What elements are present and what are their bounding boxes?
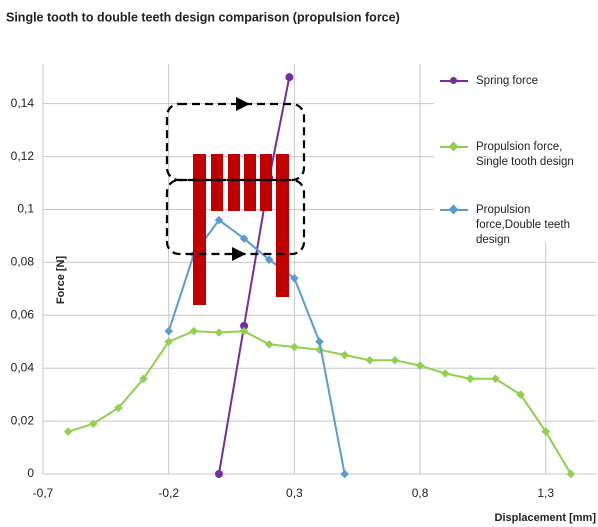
point: [541, 427, 550, 436]
chart-title: Single tooth to double teeth design comp…: [6, 10, 400, 24]
motion-path: [165, 102, 306, 256]
x-tick-label: -0,7: [33, 486, 54, 500]
point: [285, 73, 294, 82]
point: [214, 470, 223, 478]
point: [440, 369, 450, 378]
legend-marker: [448, 204, 459, 215]
legend-entry: Propulsion force,Double teeth design: [440, 203, 590, 248]
point: [214, 215, 224, 225]
legend-label: Propulsion force,Double teeth design: [476, 204, 570, 246]
y-tick-label: 0,04: [11, 360, 35, 374]
y-tick-label: 0,14: [11, 96, 35, 110]
point: [114, 403, 123, 413]
y-tick-label: 0,1: [17, 202, 34, 216]
point: [290, 274, 299, 283]
y-tick-label: 0,06: [11, 307, 35, 321]
point: [239, 326, 249, 336]
y-tick-label: 0,02: [11, 413, 35, 427]
x-tick-label: 1,3: [537, 486, 554, 500]
point: [264, 340, 274, 349]
arrow-head: [232, 247, 246, 261]
point: [516, 390, 525, 399]
point: [164, 326, 173, 336]
legend-entry: Propulsion force, Single tooth design: [440, 140, 590, 170]
point: [214, 328, 224, 337]
series-line: [217, 77, 291, 475]
point: [290, 342, 299, 352]
point: [566, 469, 576, 479]
y-tick-label: 0: [27, 466, 34, 480]
legend-marker: [448, 75, 459, 86]
x-axis-label: Displacement [mm]: [495, 512, 597, 524]
point: [365, 356, 375, 365]
y-tick-label: 0,08: [11, 255, 35, 269]
teeth-overlay: [193, 154, 289, 305]
point: [340, 350, 349, 360]
point: [315, 337, 324, 346]
y-axis-label: Force [N]: [55, 256, 67, 305]
point: [240, 321, 249, 330]
legend-label: Propulsion force, Single tooth design: [476, 141, 574, 168]
arrow-head: [236, 97, 250, 111]
point: [264, 255, 274, 264]
point: [139, 374, 148, 384]
point: [89, 419, 98, 428]
legend-marker: [448, 141, 459, 152]
legend: [434, 62, 598, 242]
legend-label: Spring force: [476, 75, 539, 87]
y-tick-label: 0,12: [11, 149, 35, 163]
point: [189, 326, 199, 336]
x-tick-label: -0,2: [158, 486, 179, 500]
point: [491, 374, 500, 384]
point: [164, 337, 173, 346]
point: [390, 356, 400, 365]
point: [415, 361, 425, 370]
point: [466, 374, 475, 384]
x-tick-label: 0,8: [412, 486, 429, 500]
legend-entry: Spring force: [440, 74, 590, 89]
point: [239, 234, 249, 243]
x-tick-label: 0,3: [286, 486, 303, 500]
point: [340, 469, 349, 479]
point: [63, 427, 73, 436]
